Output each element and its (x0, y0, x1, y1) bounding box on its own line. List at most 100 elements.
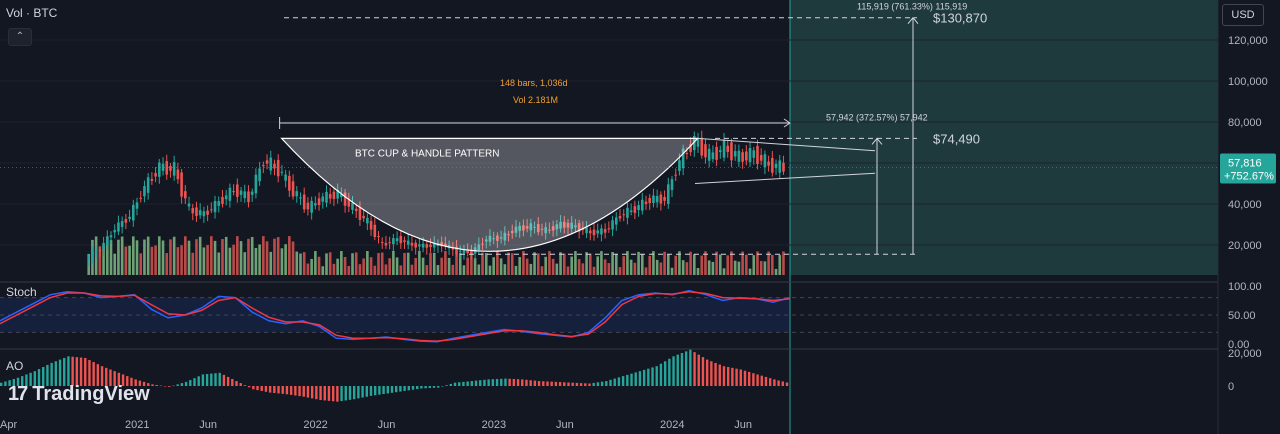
volume-bar (693, 254, 696, 275)
candle-body (767, 161, 770, 166)
candle-body (488, 235, 492, 242)
candle-body (143, 186, 146, 197)
candle-body (715, 146, 718, 160)
ao-bar (579, 383, 583, 386)
ao-tick-label: 0 (1228, 381, 1234, 393)
candle-body (470, 250, 473, 254)
candle-body (711, 152, 715, 160)
volume-bar (496, 251, 499, 275)
volume-bar (191, 252, 195, 275)
candle-body (288, 175, 291, 191)
candle-body (158, 162, 161, 177)
volume-bar (670, 267, 674, 275)
currency-button[interactable]: USD (1222, 4, 1264, 26)
volume-bar (548, 251, 551, 275)
chevron-up-icon[interactable]: ⌃ (8, 28, 32, 46)
candle-body (120, 221, 124, 227)
ao-bar (689, 349, 692, 386)
volume-bar (640, 253, 644, 275)
candle-body (217, 201, 221, 206)
ao-bar (205, 374, 209, 386)
y-tick-label: 80,000 (1228, 117, 1262, 129)
symbol-legend[interactable]: Vol · BTC (6, 6, 58, 20)
volume-bar (726, 255, 730, 275)
cup-pattern-shape (280, 137, 700, 252)
stoch-tick-label: 100.00 (1228, 281, 1262, 293)
candle-body (146, 177, 150, 193)
volume-bar (652, 251, 655, 275)
volume-bar (169, 239, 172, 275)
candle-body (117, 222, 120, 232)
candle-body (778, 160, 782, 173)
ao-bar (336, 386, 339, 402)
candle-body (250, 191, 254, 195)
candle-body (362, 215, 365, 219)
candle-body (351, 202, 354, 210)
y-tick-label: 100,000 (1228, 76, 1268, 88)
target2-arrowhead (907, 16, 919, 25)
ao-bar (714, 362, 717, 386)
ao-bar (420, 386, 423, 389)
ao-bar (483, 379, 486, 386)
volume-bar (756, 251, 759, 275)
handle-upper-line (697, 137, 876, 152)
ao-bar (29, 372, 32, 386)
volume-bar (158, 236, 161, 275)
ao-bar (508, 378, 511, 386)
volume-bar (105, 236, 109, 275)
ao-bar (735, 368, 738, 386)
volume-bar (410, 264, 414, 275)
ao-bar (210, 373, 213, 386)
ao-bar (12, 378, 16, 386)
volume-bar (629, 259, 633, 275)
ao-bar (642, 369, 646, 386)
volume-bar (681, 260, 685, 275)
ao-bar (432, 386, 436, 388)
candle-body (585, 227, 588, 234)
volume-bar (250, 236, 254, 275)
ao-bar (117, 372, 121, 386)
x-tick-label: 2023 (482, 419, 506, 431)
ao-bar (462, 381, 465, 386)
ao-bar (684, 351, 688, 386)
volume-bar (600, 251, 603, 275)
volume-bar (707, 260, 711, 275)
volume-bar (395, 257, 399, 275)
ao-bar (189, 380, 192, 386)
volume-bar (184, 236, 187, 275)
volume-bar (132, 236, 135, 275)
ao-bar (428, 386, 432, 389)
candle-body (759, 155, 763, 161)
target2-label: 115,919 (761.33%) 115,919 (857, 2, 967, 12)
candle-body (392, 238, 395, 245)
volume-bar (120, 236, 124, 275)
ao-bar (588, 383, 591, 386)
ao-bar (138, 380, 142, 386)
ao-bar (105, 367, 108, 386)
candle-body (325, 191, 328, 203)
candle-body (321, 196, 325, 202)
volume-bar (176, 247, 180, 275)
volume-bar (444, 251, 447, 275)
ao-bar (743, 370, 747, 386)
volume-bar (525, 258, 529, 275)
candle-body (596, 230, 600, 234)
volume-bar (585, 252, 588, 275)
ao-bar (176, 384, 179, 386)
ao-bar (458, 382, 461, 386)
ao-bar (231, 378, 234, 386)
ao-bar (386, 386, 389, 394)
volume-bar (730, 251, 733, 275)
ao-bar (697, 354, 700, 386)
ao-bar (147, 383, 150, 386)
candle-body (139, 197, 143, 199)
ao-bar (163, 386, 167, 387)
ao-bar (500, 378, 503, 386)
candle-body (210, 209, 213, 211)
candle-body (562, 221, 566, 228)
ao-bar (256, 386, 259, 391)
ao-bar (395, 386, 398, 393)
ao-bar (596, 382, 600, 386)
candle-body (198, 210, 202, 216)
